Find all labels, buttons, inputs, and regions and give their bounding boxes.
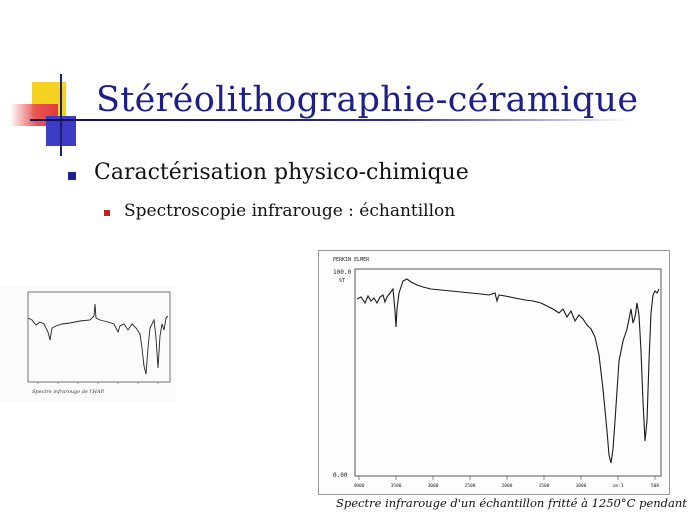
small-spectrum-graphic (27, 291, 171, 384)
bullet-text-level2: Spectroscopie infrarouge : échantillon (124, 201, 456, 221)
small-spectrum-curve (27, 303, 169, 375)
big-x-tick-label: cm-1 (613, 483, 624, 489)
big-spectrum-curve (356, 278, 660, 464)
big-spectrum-graphic: PERKIN ELMER 100.0 %T 0.00 4000 3500 3000 2… (333, 257, 662, 489)
big-y-bottom-label: 0.00 (333, 472, 348, 479)
bullet-square-icon-small (104, 210, 110, 216)
bullet-square-icon (68, 172, 76, 180)
small-x-ticks (37, 382, 159, 384)
big-plot-frame (354, 268, 662, 477)
decor-vertical-line (60, 74, 62, 156)
small-plot-frame (27, 291, 171, 383)
big-x-tick-label: 500 (651, 483, 659, 489)
big-x-tick-label: 3000 (428, 483, 439, 489)
big-figure-caption: Spectre infrarouge d'un échantillon frit… (336, 496, 689, 510)
big-x-tick-label: 1500 (539, 483, 550, 489)
big-x-tick-label: 1000 (576, 483, 587, 489)
big-x-tick-label: 3500 (391, 483, 402, 489)
big-x-tick-label: 2500 (465, 483, 476, 489)
small-spectrum-image (0, 286, 176, 402)
big-y-unit-label: %T (339, 278, 345, 284)
big-x-tick-label: 4000 (354, 483, 365, 489)
big-x-tick-label: 2000 (502, 483, 513, 489)
big-header-label: PERKIN ELMER (333, 257, 370, 263)
big-x-tick-labels: 4000 3500 3000 2500 2000 1500 1000 cm-1 500 (354, 483, 660, 489)
title-underline (30, 119, 630, 121)
big-y-top-label: 100.0 (333, 269, 351, 276)
small-figure-caption: Spectre infrarouge de l'HAP. (32, 389, 105, 395)
slide-title: Stéréolithographie-céramique (96, 80, 639, 120)
big-x-ticks (358, 476, 656, 480)
big-spectrum-image: PERKIN ELMER 100.0 %T 0.00 4000 3500 3000 2… (318, 250, 670, 495)
bullet-text-level1: Caractérisation physico-chimique (94, 160, 469, 185)
